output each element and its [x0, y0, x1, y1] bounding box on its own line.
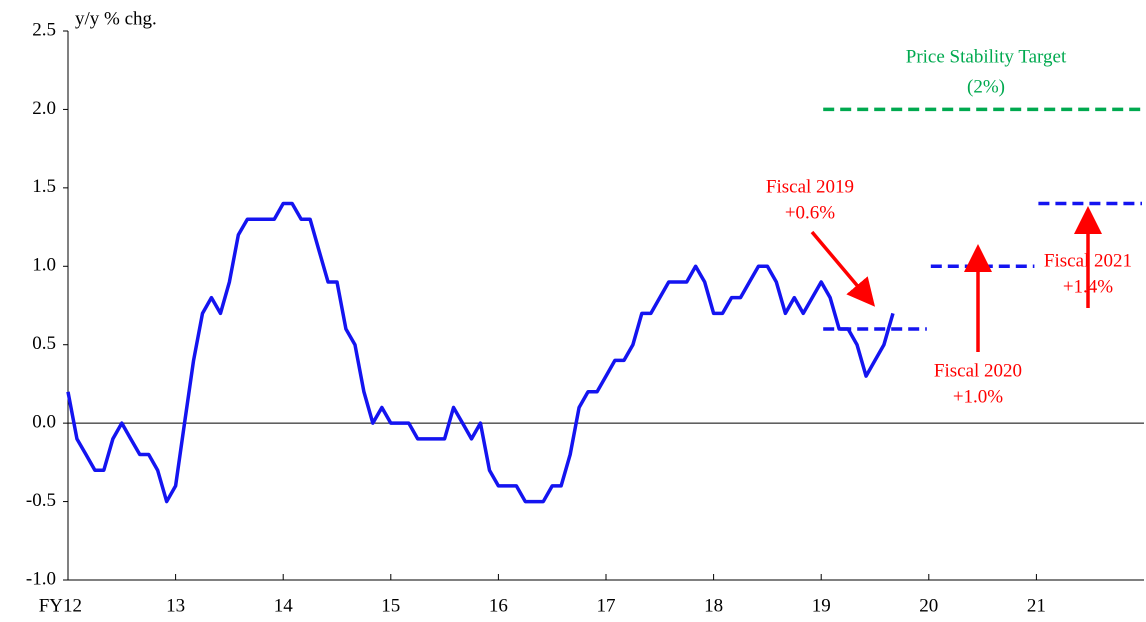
- x-tick-label: 13: [166, 595, 185, 616]
- y-tick-label: -0.5: [26, 490, 56, 511]
- x-tick-label: 17: [597, 595, 616, 616]
- y-tick-label: 2.5: [32, 19, 56, 40]
- y-tick-label: 0.5: [32, 333, 56, 354]
- forecast-value-label: +0.6%: [785, 202, 835, 223]
- x-tick-label: 16: [489, 595, 508, 616]
- target-label: Price Stability Target: [906, 46, 1067, 67]
- y-tick-label: 0.0: [32, 412, 56, 433]
- y-axis-unit: y/y % chg.: [75, 8, 157, 29]
- x-tick-label: 15: [381, 595, 400, 616]
- annotation-arrow: [810, 230, 876, 307]
- forecast-label: Fiscal 2019: [766, 176, 854, 197]
- y-tick-label: 2.0: [32, 98, 56, 119]
- forecast-value-label: +1.0%: [953, 386, 1003, 407]
- x-tick-label: 19: [812, 595, 831, 616]
- forecast-label: Fiscal 2020: [934, 360, 1022, 381]
- y-tick-label: -1.0: [26, 568, 56, 589]
- data-line: [66, 201, 895, 504]
- x-tick-label: 20: [919, 595, 938, 616]
- y-tick-label: 1.0: [32, 255, 56, 276]
- x-tick-label: 18: [704, 595, 723, 616]
- x-tick-label: FY12: [39, 595, 82, 616]
- x-tick-label: 21: [1027, 595, 1046, 616]
- target-value-label: (2%): [967, 76, 1005, 97]
- x-tick-label: 14: [274, 595, 294, 616]
- y-tick-label: 1.5: [32, 176, 56, 197]
